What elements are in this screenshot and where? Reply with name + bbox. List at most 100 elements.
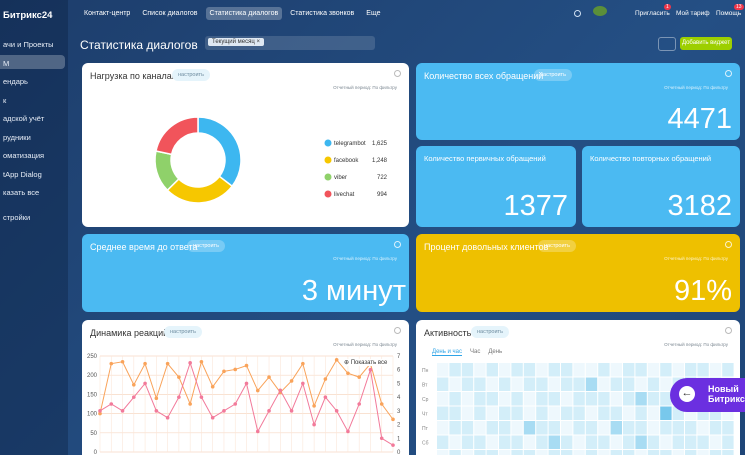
nav-item[interactable]: Список диалогов xyxy=(142,10,198,17)
tab[interactable]: День и час xyxy=(432,349,462,356)
card-title: Динамика реакций xyxy=(90,328,169,338)
point xyxy=(334,409,339,413)
y2-tick-label: 1 xyxy=(397,436,401,442)
point xyxy=(199,359,204,364)
point xyxy=(109,402,114,406)
legend-value: 722 xyxy=(377,175,388,181)
gear[interactable] xyxy=(394,327,401,334)
heat-cell xyxy=(722,450,734,455)
configure[interactable]: настроить xyxy=(172,69,210,81)
new-bitrix-button[interactable]: ← Новый Битрикс xyxy=(670,378,745,412)
heat-cell xyxy=(548,406,560,420)
tab[interactable]: День xyxy=(488,349,503,355)
help-button[interactable]: Помощь xyxy=(716,10,742,17)
heat-cell xyxy=(672,406,684,420)
heat-cell xyxy=(523,377,536,391)
point xyxy=(267,375,271,379)
legend-name: telegrambot xyxy=(334,141,366,147)
settings-button[interactable] xyxy=(658,37,676,51)
tab[interactable]: Час xyxy=(470,349,481,355)
gear[interactable] xyxy=(725,241,732,248)
legend-value: 994 xyxy=(377,192,388,198)
heat-cell xyxy=(660,377,672,391)
active-item-bg xyxy=(0,55,65,69)
filter-box[interactable]: Текущий месяц × xyxy=(205,36,375,50)
configure[interactable]: настроить xyxy=(538,240,576,252)
point xyxy=(132,383,136,387)
configure[interactable]: настроить xyxy=(187,240,225,252)
heat-cell xyxy=(474,377,486,391)
heat-cell xyxy=(709,435,722,449)
gear[interactable] xyxy=(725,327,732,334)
point xyxy=(267,409,271,413)
configure[interactable]: настроить xyxy=(164,326,202,338)
heat-cell xyxy=(610,421,622,435)
heat-cell xyxy=(672,363,684,377)
nav-item[interactable]: Статистика звонков xyxy=(290,10,355,17)
filter-chip[interactable]: Текущий месяц × xyxy=(208,38,264,46)
configure[interactable]: настроить xyxy=(471,326,509,338)
point xyxy=(233,367,238,372)
heat-cell xyxy=(610,450,622,455)
heat-cell xyxy=(709,421,722,435)
point xyxy=(120,359,125,364)
row-label: Пт xyxy=(422,426,429,432)
point xyxy=(143,361,147,366)
gear[interactable] xyxy=(394,70,401,77)
gear[interactable] xyxy=(725,70,732,77)
heat-cell xyxy=(635,363,647,377)
heat-cell xyxy=(697,421,709,435)
app-logo[interactable] xyxy=(593,6,607,16)
nav-item[interactable]: Контакт-центр xyxy=(84,10,131,17)
y2-tick-label: 6 xyxy=(397,368,401,374)
heat-cell xyxy=(474,421,486,435)
sidebar-item[interactable]: рудники xyxy=(3,132,31,142)
invite-button[interactable]: Пригласить xyxy=(635,10,670,17)
sidebar-item[interactable]: ендарь xyxy=(3,77,28,86)
heat-cell xyxy=(523,406,536,420)
configure[interactable]: настроить xyxy=(534,69,572,81)
search-icon[interactable] xyxy=(574,10,581,17)
heat-cell xyxy=(474,435,486,449)
heat-cell xyxy=(474,392,486,406)
add-widget-button[interactable]: Добавить виджет xyxy=(680,37,732,50)
y2-tick-label: 3 xyxy=(397,409,401,415)
heat-cell xyxy=(461,377,474,391)
sidebar-item[interactable]: адской учёт xyxy=(3,114,45,123)
sidebar-item[interactable]: казать все xyxy=(3,188,40,197)
point xyxy=(222,369,226,374)
heat-cell xyxy=(647,363,660,377)
point xyxy=(312,422,316,427)
heat-cell xyxy=(598,406,610,420)
sidebar-item[interactable]: к xyxy=(3,95,7,105)
point xyxy=(188,402,192,406)
heat-cell xyxy=(511,406,523,420)
heat-cell xyxy=(598,377,610,391)
point xyxy=(188,361,192,365)
sidebar-item[interactable]: оматизация xyxy=(3,151,45,160)
tariff-button[interactable]: Мой тариф xyxy=(676,10,710,17)
y-tick-label: 100 xyxy=(87,412,98,418)
heat-cell xyxy=(598,363,610,377)
nav-item[interactable]: Статистика диалогов xyxy=(205,7,283,20)
sidebar-item[interactable]: tApp Dialog xyxy=(3,169,42,179)
nav-item[interactable]: Еще xyxy=(366,10,381,17)
heat-cell xyxy=(437,421,449,435)
heat-cell xyxy=(623,435,635,449)
sidebar-item[interactable]: стройки xyxy=(3,212,31,222)
heat-cell xyxy=(623,421,635,435)
gear[interactable] xyxy=(394,241,401,248)
sidebar-item[interactable]: ачи и Проекты xyxy=(3,40,54,49)
point xyxy=(301,361,305,366)
heat-cell xyxy=(585,377,598,391)
heat-cell xyxy=(623,406,635,420)
show-all[interactable]: ⊕ Показать все xyxy=(344,359,388,366)
heat-cell xyxy=(449,450,461,455)
point xyxy=(154,396,159,401)
row-label: Вт xyxy=(422,383,428,389)
heat-cell xyxy=(511,450,523,455)
sidebar-item[interactable]: M xyxy=(3,58,10,68)
heat-cell xyxy=(561,421,573,435)
heat-cell xyxy=(461,406,474,420)
heat-cell xyxy=(511,392,523,406)
